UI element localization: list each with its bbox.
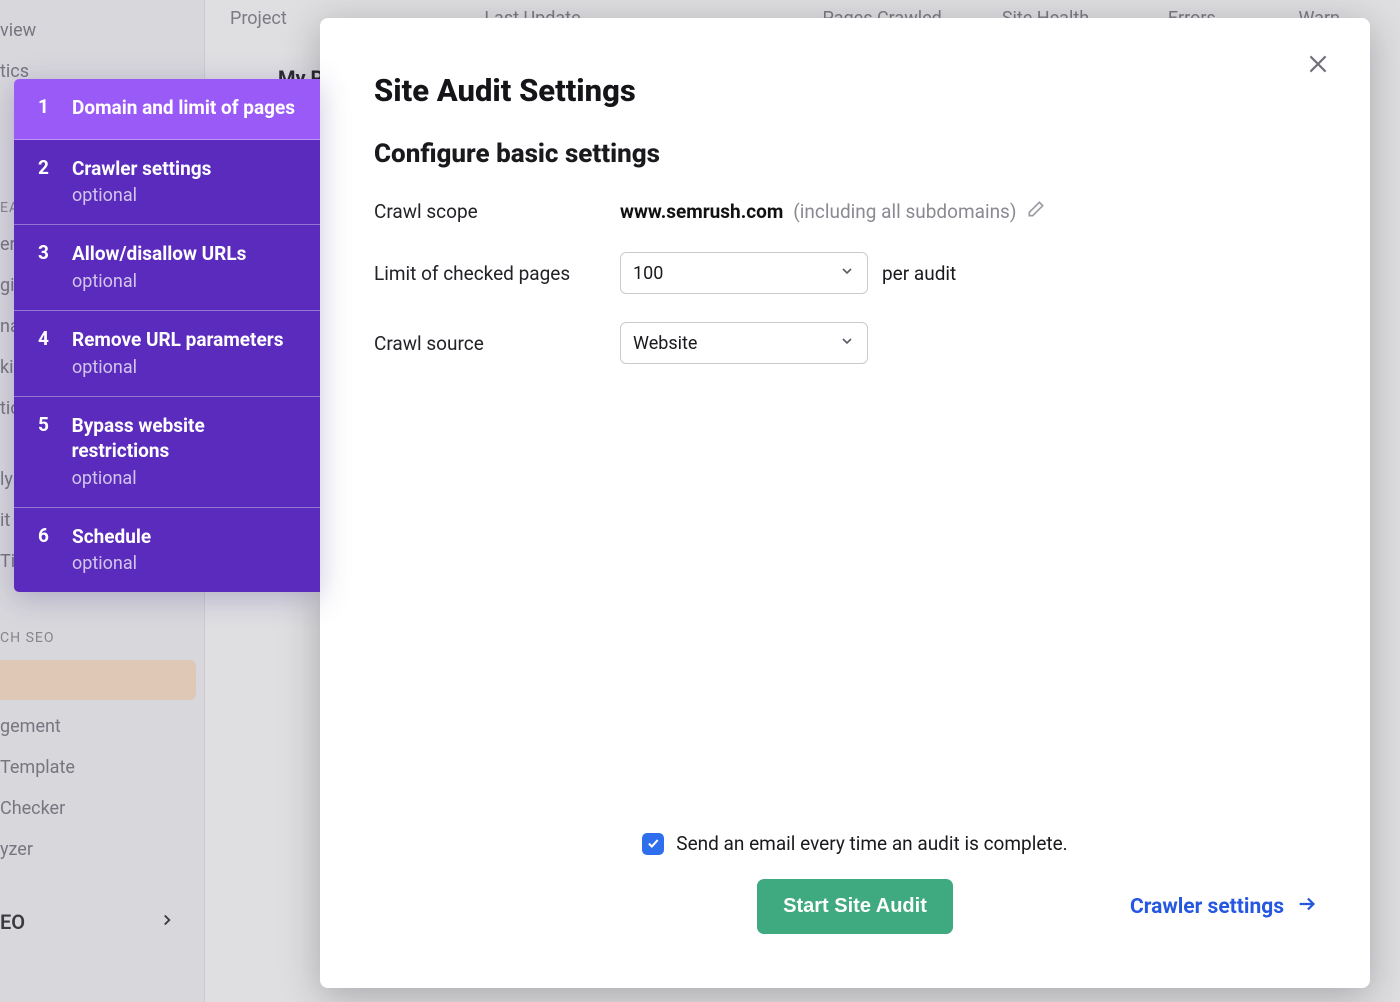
wizard-step-number: 4 [38,327,52,378]
limit-pages-row: Limit of checked pages 100 per audit [374,252,1336,294]
wizard-step-subtitle: optional [72,357,283,378]
crawl-scope-domain: www.semrush.com [620,200,783,223]
wizard-step-title: Remove URL parameters [72,327,283,353]
wizard-step-number: 3 [38,241,52,292]
pencil-icon [1026,201,1046,224]
wizard-step-number: 2 [38,156,52,207]
email-notification-row: Send an email every time an audit is com… [374,832,1336,855]
limit-pages-select[interactable]: 100 [620,252,868,294]
wizard-step-title: Bypass website restrictions [72,413,300,464]
modal-actions: Start Site Audit Crawler settings [374,879,1336,934]
wizard-step-title: Domain and limit of pages [72,95,295,121]
crawl-source-label: Crawl source [374,332,620,355]
wizard-step-6[interactable]: 6 Schedule optional [14,508,320,593]
wizard-step-2[interactable]: 2 Crawler settings optional [14,140,320,226]
wizard-step-number: 1 [38,95,52,121]
wizard-step-subtitle: optional [72,468,300,489]
wizard-step-4[interactable]: 4 Remove URL parameters optional [14,311,320,397]
wizard-step-subtitle: optional [72,553,151,574]
crawler-settings-next-link[interactable]: Crawler settings [1130,893,1318,921]
wizard-step-number: 6 [38,524,52,575]
close-icon [1305,51,1331,81]
next-link-label: Crawler settings [1130,895,1284,919]
edit-crawl-scope-button[interactable] [1026,199,1046,224]
wizard-step-3[interactable]: 3 Allow/disallow URLs optional [14,225,320,311]
wizard-step-1[interactable]: 1 Domain and limit of pages [14,79,320,140]
chevron-down-icon [839,263,855,284]
modal-subtitle: Configure basic settings [374,139,1336,169]
crawl-source-row: Crawl source Website [374,322,1336,364]
limit-pages-suffix: per audit [882,262,956,285]
check-icon [646,832,660,855]
email-notification-label: Send an email every time an audit is com… [676,832,1067,855]
crawl-scope-label: Crawl scope [374,200,620,223]
wizard-step-title: Schedule [72,524,151,550]
crawl-scope-row: Crawl scope www.semrush.com (including a… [374,199,1336,224]
wizard-step-title: Allow/disallow URLs [72,241,246,267]
site-audit-settings-modal: Site Audit Settings Configure basic sett… [320,18,1370,988]
chevron-down-icon [839,333,855,354]
close-button[interactable] [1300,48,1336,84]
wizard-steps-sidebar: 1 Domain and limit of pages 2 Crawler se… [14,79,320,592]
crawl-source-select[interactable]: Website [620,322,868,364]
arrow-right-icon [1296,893,1318,921]
wizard-step-subtitle: optional [72,185,211,206]
modal-title: Site Audit Settings [374,72,1336,109]
start-site-audit-button[interactable]: Start Site Audit [757,879,953,934]
wizard-step-5[interactable]: 5 Bypass website restrictions optional [14,397,320,508]
crawl-source-value: Website [633,333,697,354]
wizard-step-number: 5 [38,413,52,489]
crawl-scope-suffix: (including all subdomains) [793,200,1016,223]
wizard-step-title: Crawler settings [72,156,211,182]
limit-pages-label: Limit of checked pages [374,262,620,285]
email-notification-checkbox[interactable] [642,833,664,855]
wizard-step-subtitle: optional [72,271,246,292]
limit-pages-value: 100 [633,263,663,284]
